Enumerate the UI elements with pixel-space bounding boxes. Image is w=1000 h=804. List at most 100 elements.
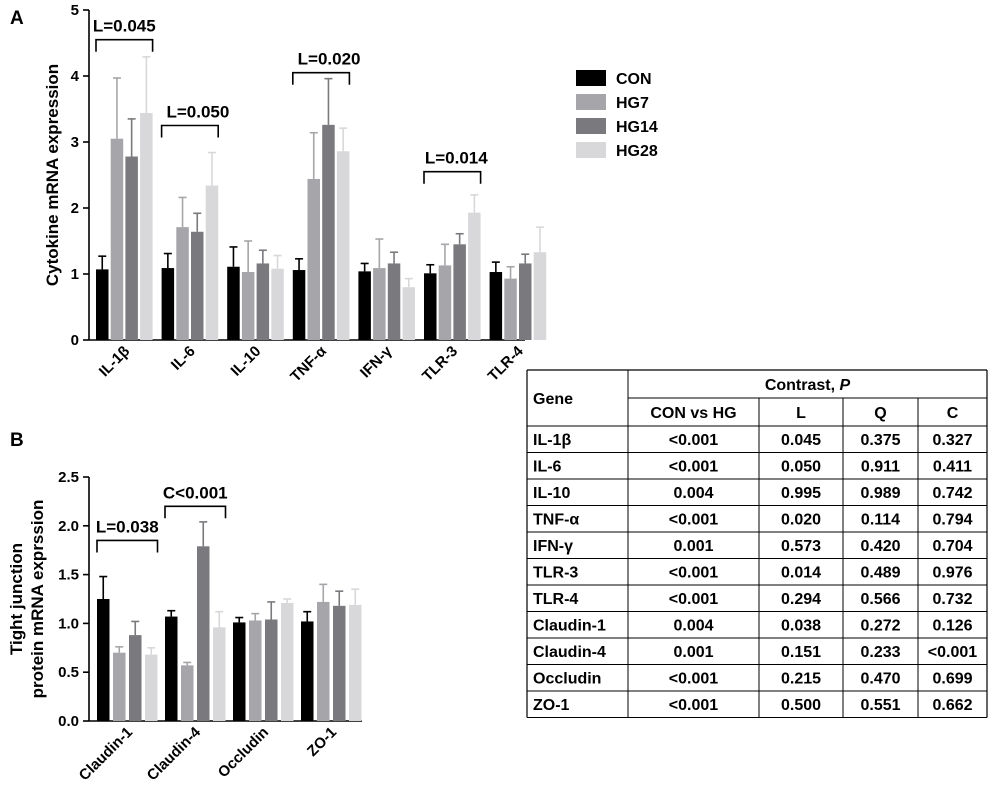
bar-hg7-il-10 <box>241 272 255 340</box>
significance-label: L=0.014 <box>425 149 488 168</box>
significance-bracket <box>95 38 154 52</box>
table-cell-gene: TLR-3 <box>533 565 578 582</box>
table-cell-gene: IL-1β <box>533 432 571 449</box>
bar-hg14-occludin <box>265 619 278 721</box>
bar-hg28-occludin <box>281 602 294 721</box>
table-cell-value: 0.233 <box>860 644 900 661</box>
significance-bracket <box>96 539 159 553</box>
y-tick-label: 1.0 <box>58 615 79 632</box>
y-tick-label: 2 <box>71 200 79 217</box>
legend-label: HG7 <box>616 95 649 112</box>
bar-hg7-claudin-1 <box>113 652 126 721</box>
table-cell-value: 0.420 <box>860 538 900 555</box>
bar-hg28-tnf-alpha <box>336 151 350 340</box>
bar-con-ifn-gamma <box>358 271 371 340</box>
bar-hg7-zo-1 <box>317 601 330 721</box>
bar-hg14-tlr-3 <box>453 244 466 340</box>
table-cell-gene: IL-6 <box>533 459 562 476</box>
legend-label: HG14 <box>616 119 658 136</box>
table-column-header: CON vs HG <box>650 405 736 422</box>
y-tick-label: 0.5 <box>58 664 79 681</box>
bar-hg28-il-6 <box>205 185 219 340</box>
bar-con-occludin <box>233 622 246 721</box>
y-tick-label: 5 <box>71 2 79 19</box>
significance-label: L=0.020 <box>298 50 361 69</box>
legend-swatch-hg28 <box>576 142 606 158</box>
table-cell-gene: ZO-1 <box>533 697 570 714</box>
bar-hg28-il-1beta <box>140 112 153 341</box>
table-cell-value: 0.976 <box>932 565 972 582</box>
table-cell-value: 0.327 <box>932 432 972 449</box>
bar-hg14-tnf-alpha <box>322 124 335 340</box>
x-category-label: TLR-4 <box>485 342 528 385</box>
significance-label: L=0.045 <box>93 17 156 36</box>
table-header-contrast: Contrast, P <box>765 377 851 394</box>
table-cell-value: 0.794 <box>932 512 972 529</box>
bar-hg14-zo-1 <box>333 605 346 721</box>
bar-hg7-occludin <box>249 620 262 721</box>
table-cell-gene: TNF-α <box>533 512 579 529</box>
y-tick-label: 0.0 <box>58 713 79 730</box>
table-cell-value: 0.489 <box>860 565 900 582</box>
bar-con-il-10 <box>227 266 240 340</box>
bar-hg14-il-6 <box>191 231 204 340</box>
bar-hg28-tlr-4 <box>533 252 547 340</box>
x-category-label: TNF-α <box>287 342 330 385</box>
table-cell-value: 0.566 <box>860 591 900 608</box>
table-cell-value: 0.001 <box>673 538 713 555</box>
y-axis-title: Tight junction protein mRNA exprssion <box>7 500 47 699</box>
table-cell-value: 0.989 <box>860 485 900 502</box>
table-cell-value: <0.001 <box>928 644 977 661</box>
y-tick-label: 1.5 <box>58 567 79 584</box>
bar-hg28-il-10 <box>271 268 284 340</box>
x-category-label: IL-10 <box>228 343 265 380</box>
table-cell-value: 0.742 <box>932 485 972 502</box>
panel-letter: A <box>10 8 24 29</box>
table-cell-gene: TLR-4 <box>533 591 578 608</box>
significance-label: L=0.050 <box>166 103 229 122</box>
bar-hg28-zo-1 <box>349 604 362 721</box>
table-cell-value: 0.038 <box>781 618 821 635</box>
legend-swatch-hg7 <box>576 94 606 110</box>
panel-b: B 0.0 0.5 1.0 1.5 2.0 2.5 Tight junction protein… <box>7 430 362 784</box>
table-cell-value: 0.114 <box>861 512 900 529</box>
significance-bracket <box>164 505 227 519</box>
legend-swatch-con <box>576 70 606 86</box>
bar-hg7-tlr-4 <box>504 278 517 340</box>
bar-hg7-claudin-4 <box>181 665 194 721</box>
bar-hg7-tnf-alpha <box>307 178 320 340</box>
table-cell-value: 0.732 <box>932 591 972 608</box>
panel-letter: B <box>10 430 24 451</box>
table-header-contrast-text: Contrast, <box>765 377 840 394</box>
table-cell-value: 0.001 <box>673 644 713 661</box>
table-cell-gene: Claudin-1 <box>533 618 606 635</box>
x-category-label: Occludin <box>215 724 272 781</box>
table-cell-value: 0.014 <box>781 565 821 582</box>
table-cell-value: 0.704 <box>932 538 972 555</box>
table-cell-gene: Occludin <box>533 671 601 688</box>
x-category-label: IFN-γ <box>357 342 396 381</box>
significance-bracket <box>292 71 351 85</box>
table-cell-value: 0.662 <box>932 697 972 714</box>
bar-con-il-1beta <box>96 269 109 340</box>
table-cell-gene: Claudin-4 <box>533 644 606 661</box>
bar-hg14-il-1beta <box>125 156 138 340</box>
table-cell-value: <0.001 <box>669 565 718 582</box>
table-column-header: Q <box>874 405 886 422</box>
bar-hg14-claudin-4 <box>197 546 210 721</box>
bar-hg14-claudin-1 <box>129 635 142 721</box>
bar-hg14-il-10 <box>256 263 270 340</box>
bar-hg14-ifn-gamma <box>387 263 401 340</box>
table-cell-value: 0.272 <box>860 618 900 635</box>
table-cell-value: 0.215 <box>781 671 821 688</box>
significance-bracket <box>423 170 482 184</box>
y-axis-title: Cytokine mRNA expression <box>43 64 62 286</box>
y-tick-label: 2.0 <box>58 518 79 535</box>
table-cell-value: 0.411 <box>933 459 972 476</box>
bar-con-tlr-4 <box>489 272 503 340</box>
x-category-label: ZO-1 <box>304 724 340 760</box>
table-cell-value: <0.001 <box>669 697 718 714</box>
legend: CON HG7 HG14 HG28 <box>576 70 658 160</box>
table-cell-value: <0.001 <box>669 432 718 449</box>
